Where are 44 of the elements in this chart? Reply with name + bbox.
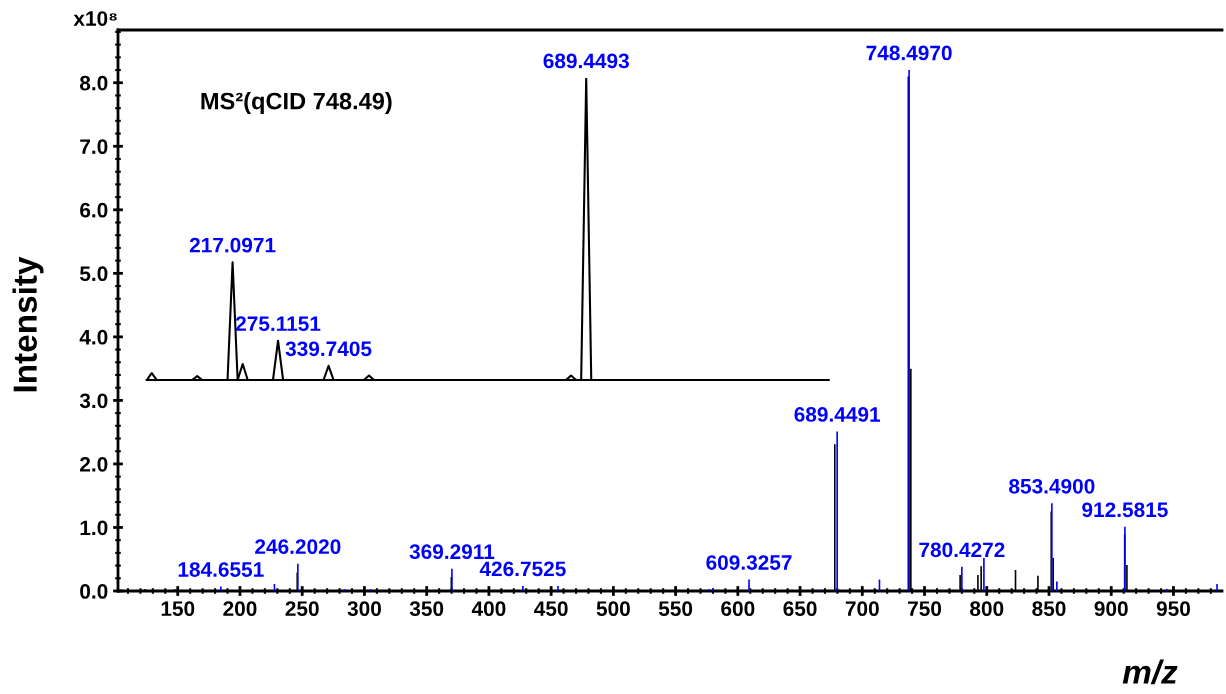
x-tick-label: 600 bbox=[721, 601, 755, 617]
annotation: 275.1151 bbox=[235, 316, 321, 332]
annotation: 689.4491 bbox=[794, 407, 881, 422]
y-tick-label: 7.0 bbox=[80, 139, 108, 155]
annotation: 339.7405 bbox=[285, 341, 372, 357]
y-tick-label: 0.0 bbox=[80, 584, 108, 599]
annotation: 369.2911 bbox=[409, 544, 495, 560]
annotation: 609.3257 bbox=[706, 555, 792, 570]
x-axis-title: m/z bbox=[1122, 659, 1178, 685]
annotation: 853.4900 bbox=[1009, 478, 1095, 494]
x-tick-label: 800 bbox=[970, 601, 1004, 617]
y-tick-label: 8.0 bbox=[79, 75, 108, 91]
y-tick-label: 5.0 bbox=[79, 266, 108, 282]
x-tick-label: 450 bbox=[534, 601, 568, 617]
annotation: 689.4493 bbox=[543, 53, 629, 69]
annotation: 748.4970 bbox=[866, 45, 952, 61]
x-tick-label: 550 bbox=[658, 601, 693, 617]
x-tick-label: 350 bbox=[409, 601, 444, 617]
y-tick-label: 2.0 bbox=[80, 456, 108, 472]
annotation: 780.4272 bbox=[919, 542, 1005, 558]
x-tick-label: 150 bbox=[161, 601, 195, 617]
annotation: 217.0971 bbox=[189, 237, 276, 253]
x-tick-label: 950 bbox=[1156, 601, 1190, 617]
x-tick-label: 500 bbox=[596, 601, 630, 617]
x-tick-label: 650 bbox=[783, 601, 817, 617]
annotation: 184.6551 bbox=[178, 562, 264, 577]
annotation: 246.2020 bbox=[255, 539, 341, 555]
x-tick-label: 300 bbox=[347, 601, 381, 617]
y-axis-title: Intensity bbox=[12, 256, 44, 392]
x-tick-label: 700 bbox=[845, 601, 879, 617]
text: x10⁸ bbox=[73, 11, 117, 26]
y-tick-label: 1.0 bbox=[80, 520, 108, 536]
annotation: 912.5815 bbox=[1082, 502, 1168, 518]
y-tick-label: 3.0 bbox=[79, 393, 108, 409]
x-tick-label: 850 bbox=[1032, 601, 1066, 617]
y-tick-label: 4.0 bbox=[79, 329, 108, 345]
y-tick-label: 6.0 bbox=[80, 202, 108, 218]
annotation: 426.7525 bbox=[479, 561, 566, 577]
x-tick-label: 400 bbox=[471, 601, 506, 617]
text: MS²(qCID 748.49) bbox=[201, 92, 392, 115]
x-tick-label: 900 bbox=[1094, 601, 1128, 617]
x-tick-label: 250 bbox=[285, 601, 319, 617]
x-tick-label: 750 bbox=[908, 601, 942, 617]
x-tick-label: 200 bbox=[223, 601, 257, 617]
